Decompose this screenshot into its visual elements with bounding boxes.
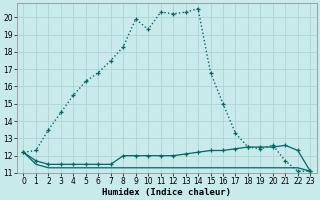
X-axis label: Humidex (Indice chaleur): Humidex (Indice chaleur)	[102, 188, 231, 197]
